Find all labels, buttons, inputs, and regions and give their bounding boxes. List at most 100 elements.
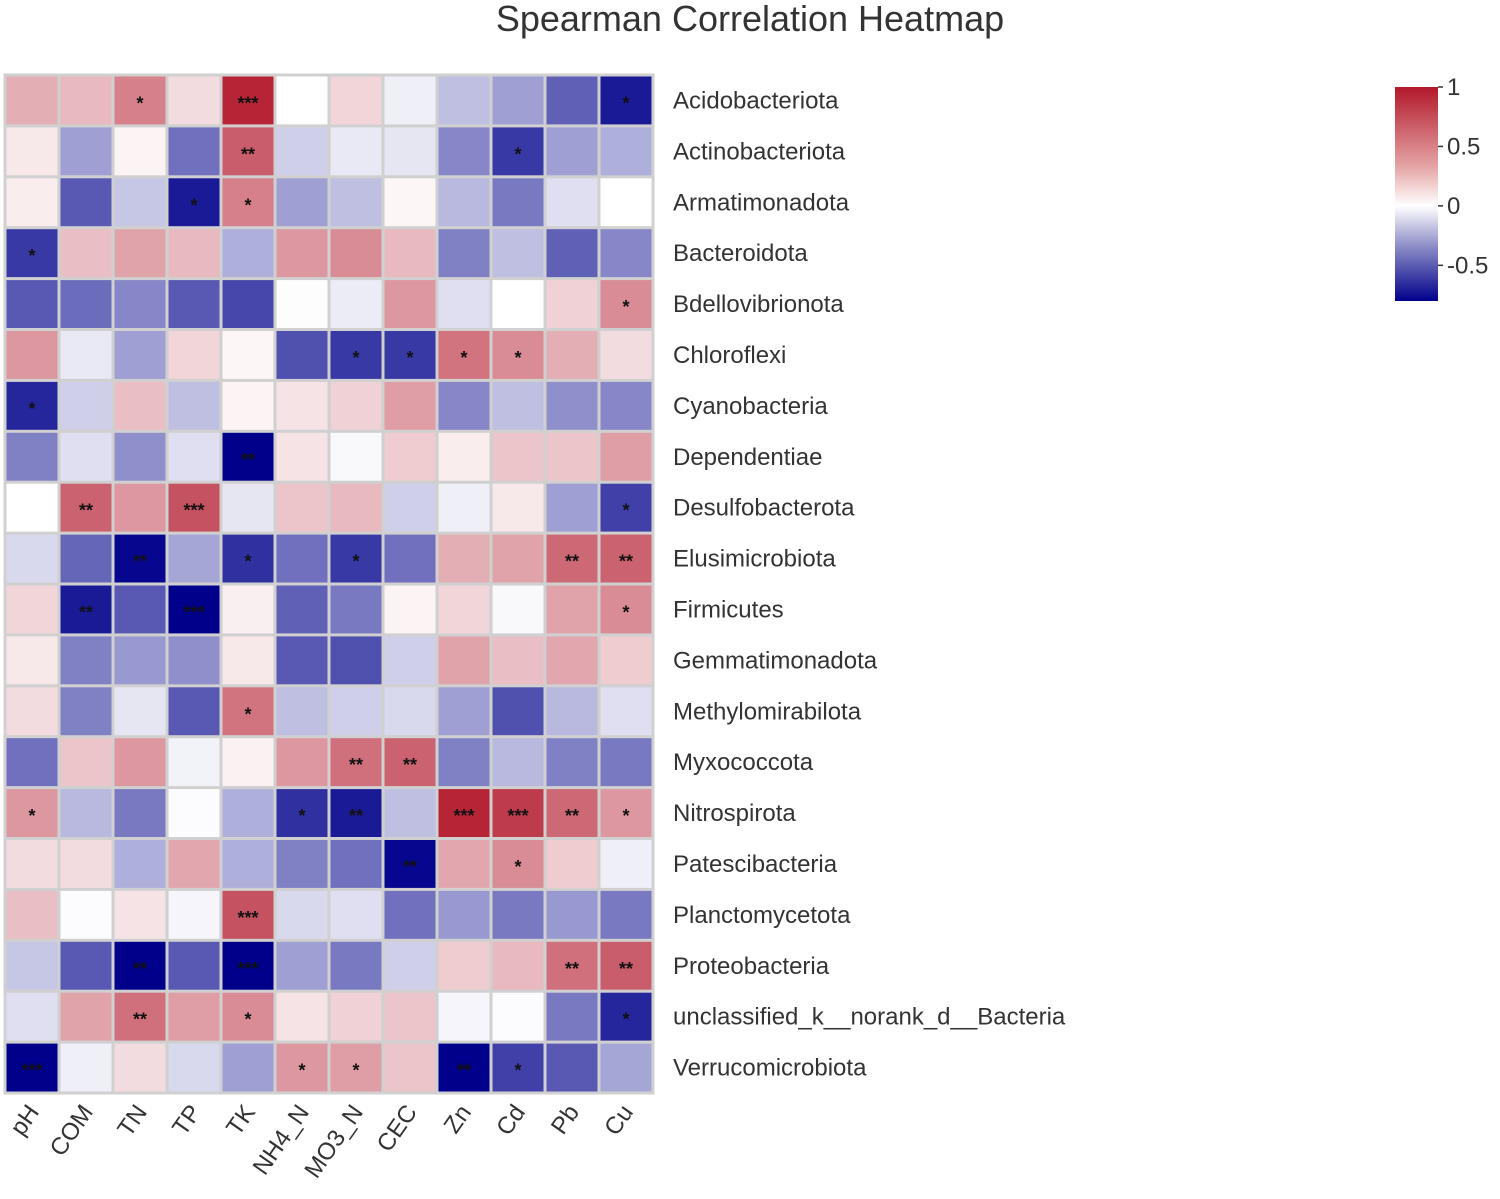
heatmap-cell [438,432,490,481]
cell-rect [438,585,490,634]
significance-marker: * [622,501,629,521]
cell-rect [222,432,274,481]
cell-rect [438,636,490,685]
heatmap-cell [330,432,382,481]
cell-rect [168,280,220,328]
cell-rect [330,890,382,939]
significance-marker: ** [241,144,255,164]
heatmap-cell [492,992,544,1041]
cell-rect [492,127,544,176]
cell-rect [438,432,490,481]
cell-rect [600,585,652,634]
significance-marker: * [460,348,467,368]
cell-rect [60,585,112,634]
heatmap-cell [438,738,490,787]
heatmap-cell [330,381,382,430]
cell-rect [330,1043,382,1092]
significance-marker: * [190,195,197,215]
heatmap-cell [600,738,652,787]
heatmap-cell [276,840,328,888]
heatmap-cell: ** [222,432,274,481]
cell-rect [222,229,274,278]
heatmap-cell [492,534,544,583]
cell-rect [114,76,166,125]
heatmap-cell [60,178,112,227]
heatmap-cell: * [276,789,328,837]
cell-rect [384,76,436,125]
chart-title: Spearman Correlation Heatmap [495,0,1005,39]
heatmap-cell [168,76,220,125]
cell-rect [546,381,598,430]
heatmap-cell: * [600,992,652,1041]
cell-rect [330,738,382,787]
heatmap-cell [330,840,382,888]
cell-rect [384,636,436,685]
cell-rect [330,76,382,125]
cell-rect [222,483,274,532]
heatmap-cell [168,789,220,837]
heatmap-cell [222,789,274,837]
heatmap-cell [384,76,436,125]
cell-rect [222,738,274,787]
heatmap-cell [276,432,328,481]
cell-rect [60,992,112,1041]
colorbar: 1 0.5 0 -0.5 [1395,74,1488,301]
heatmap-cell [114,789,166,837]
row-label: Verrucomicrobiota [673,1055,867,1082]
heatmap-cell [222,280,274,328]
row-label: Cyanobacteria [673,393,828,420]
heatmap-cell [546,229,598,278]
cell-rect [330,381,382,430]
cell-rect [60,738,112,787]
heatmap-cell [384,890,436,939]
heatmap-cell: ** [330,789,382,837]
heatmap-cell [438,178,490,227]
cell-rect [168,127,220,176]
cell-rect [114,687,166,736]
cell-rect [492,738,544,787]
cell-rect [546,127,598,176]
heatmap-cell: ** [546,534,598,583]
heatmap-cell: * [600,280,652,328]
heatmap-cell [492,381,544,430]
heatmap-cell [330,941,382,990]
cell-rect [60,636,112,685]
heatmap-cell [330,687,382,736]
column-label: Zn [439,1100,477,1138]
heatmap-cell [438,585,490,634]
heatmap-cell [438,992,490,1041]
heatmap-cell [600,1043,652,1092]
cell-rect [276,76,328,125]
heatmap-cell [600,636,652,685]
heatmap-cell [222,229,274,278]
cell-rect [6,76,58,125]
heatmap-cell: ** [60,585,112,634]
cell-rect [600,178,652,227]
cell-rect [330,331,382,379]
significance-marker: * [244,1010,251,1030]
significance-marker: * [244,195,251,215]
heatmap-cell: * [114,76,166,125]
significance-marker: ** [403,755,417,775]
row-label: Dependentiae [673,444,822,471]
significance-marker: * [28,246,35,266]
cell-rect [168,687,220,736]
heatmap-cell [330,483,382,532]
cell-rect [492,331,544,379]
significance-marker: *** [237,959,258,979]
significance-marker: ** [241,450,255,470]
significance-marker: * [514,1061,521,1081]
cell-rect [6,483,58,532]
row-label: Gemmatimonadota [673,647,878,674]
heatmap-cell [546,280,598,328]
cell-rect [492,280,544,328]
cell-rect [114,585,166,634]
significance-marker: ** [403,857,417,877]
heatmap-cell [168,381,220,430]
cell-rect [222,585,274,634]
significance-marker: * [298,1061,305,1081]
cell-rect [330,280,382,328]
heatmap-cell [330,636,382,685]
cell-rect [6,738,58,787]
cell-rect [492,483,544,532]
